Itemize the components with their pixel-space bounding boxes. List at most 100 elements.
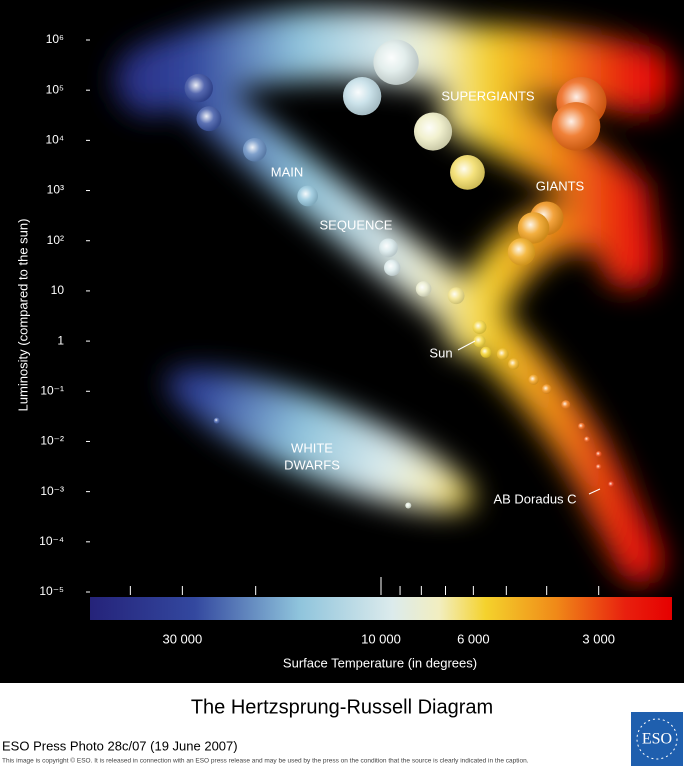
star	[213, 417, 220, 424]
star	[608, 481, 615, 488]
logo-box	[631, 712, 683, 766]
y-tick-label: 10⁻⁴	[39, 534, 64, 548]
y-tick-label: 10⁶	[46, 32, 64, 46]
star	[297, 185, 319, 207]
logo: ESO	[642, 731, 672, 748]
bright-giant-region	[440, 80, 660, 290]
y-tick-label: 10⁻¹	[40, 383, 64, 397]
star	[450, 155, 485, 190]
star	[378, 238, 398, 258]
star	[373, 39, 419, 85]
annotation: SUPERGIANTS	[441, 88, 535, 103]
star-shine	[472, 320, 487, 335]
y-tick-label: 10	[51, 283, 65, 297]
star	[584, 436, 591, 443]
star-shine	[213, 417, 220, 424]
star-shine	[242, 137, 267, 162]
supergiant-region	[115, 9, 675, 115]
star-shine	[447, 287, 465, 305]
star-shine	[496, 348, 509, 360]
x-axis-label: Surface Temperature (in degrees)	[283, 655, 477, 670]
star	[413, 112, 453, 151]
annotation: WHITE	[291, 440, 333, 455]
star-shine	[378, 238, 398, 258]
y-tick-label: 10⁴	[45, 133, 64, 147]
annotation: MAIN	[271, 164, 304, 179]
star-shine	[584, 436, 591, 443]
star-shine	[480, 346, 492, 358]
star	[595, 463, 602, 470]
annotation: SEQUENCE	[320, 217, 393, 232]
star-shine	[415, 281, 432, 297]
logo-ring	[636, 718, 678, 760]
star-shine	[196, 106, 222, 132]
star	[415, 281, 432, 297]
caption: ESO Press Photo 28c/07 (19 June 2007)	[2, 738, 238, 753]
color-bar	[90, 597, 672, 620]
star-shine	[450, 155, 485, 190]
stars	[184, 39, 615, 509]
star	[507, 238, 536, 266]
star-shine	[405, 502, 412, 509]
annotation: DWARFS	[284, 457, 340, 472]
star-shine	[577, 422, 585, 430]
chart-title: The Hertzsprung-Russell Diagram	[191, 696, 493, 718]
star-shine	[413, 112, 453, 151]
y-tick-label: 1	[57, 333, 64, 347]
y-tick-label: 10⁵	[46, 82, 64, 96]
regions	[115, 9, 675, 584]
star-shine	[384, 259, 401, 276]
annotations: SUPERGIANTS GIANTS MAIN SEQUENCE WHITE D…	[271, 88, 585, 506]
star	[196, 106, 222, 132]
annotation: GIANTS	[536, 178, 585, 193]
star	[528, 374, 539, 385]
star-shine	[373, 39, 419, 85]
annotation-arrow	[588, 488, 601, 495]
star-shine	[608, 481, 615, 488]
star-shine	[561, 400, 571, 410]
star-shine	[595, 451, 602, 458]
star	[508, 358, 520, 370]
y-tick-label: 10²	[47, 233, 64, 247]
star-shine	[517, 212, 550, 244]
star	[242, 137, 267, 162]
star-shine	[473, 335, 486, 348]
star	[384, 259, 401, 276]
main-sequence-region	[171, 66, 664, 584]
x-tick-label: 10 000	[361, 631, 401, 646]
star-shine	[508, 358, 520, 370]
star-shine	[297, 185, 319, 207]
star-shine	[342, 77, 382, 116]
y-axis-label: Luminosity (compared to the sun)	[15, 219, 30, 412]
star-shine	[528, 374, 539, 385]
star-shine	[551, 102, 601, 151]
star	[480, 346, 492, 358]
star	[551, 102, 601, 151]
star	[577, 422, 585, 430]
star-shine	[507, 238, 536, 266]
annotation: Sun	[429, 345, 452, 360]
star	[595, 451, 602, 458]
star	[472, 320, 487, 335]
star-shine	[184, 73, 213, 103]
annotation-arrow	[457, 340, 476, 351]
annotation: AB Doradus C	[493, 491, 576, 506]
star	[561, 400, 571, 410]
star	[447, 287, 465, 305]
star	[342, 77, 382, 116]
white-dwarf-region	[166, 368, 474, 512]
star	[184, 73, 213, 103]
x-tick-label: 30 000	[162, 631, 202, 646]
y-tick-label: 10⁻⁵	[39, 584, 64, 598]
star-shine	[541, 384, 552, 395]
x-tick-label: 6 000	[457, 631, 490, 646]
star	[473, 335, 486, 348]
star-shine	[595, 463, 602, 470]
copyright: This image is copyright © ESO. It is rel…	[2, 757, 529, 765]
star	[496, 348, 509, 360]
x-tick-label: 3 000	[582, 631, 615, 646]
star	[405, 502, 412, 509]
y-tick-label: 10³	[47, 183, 64, 197]
